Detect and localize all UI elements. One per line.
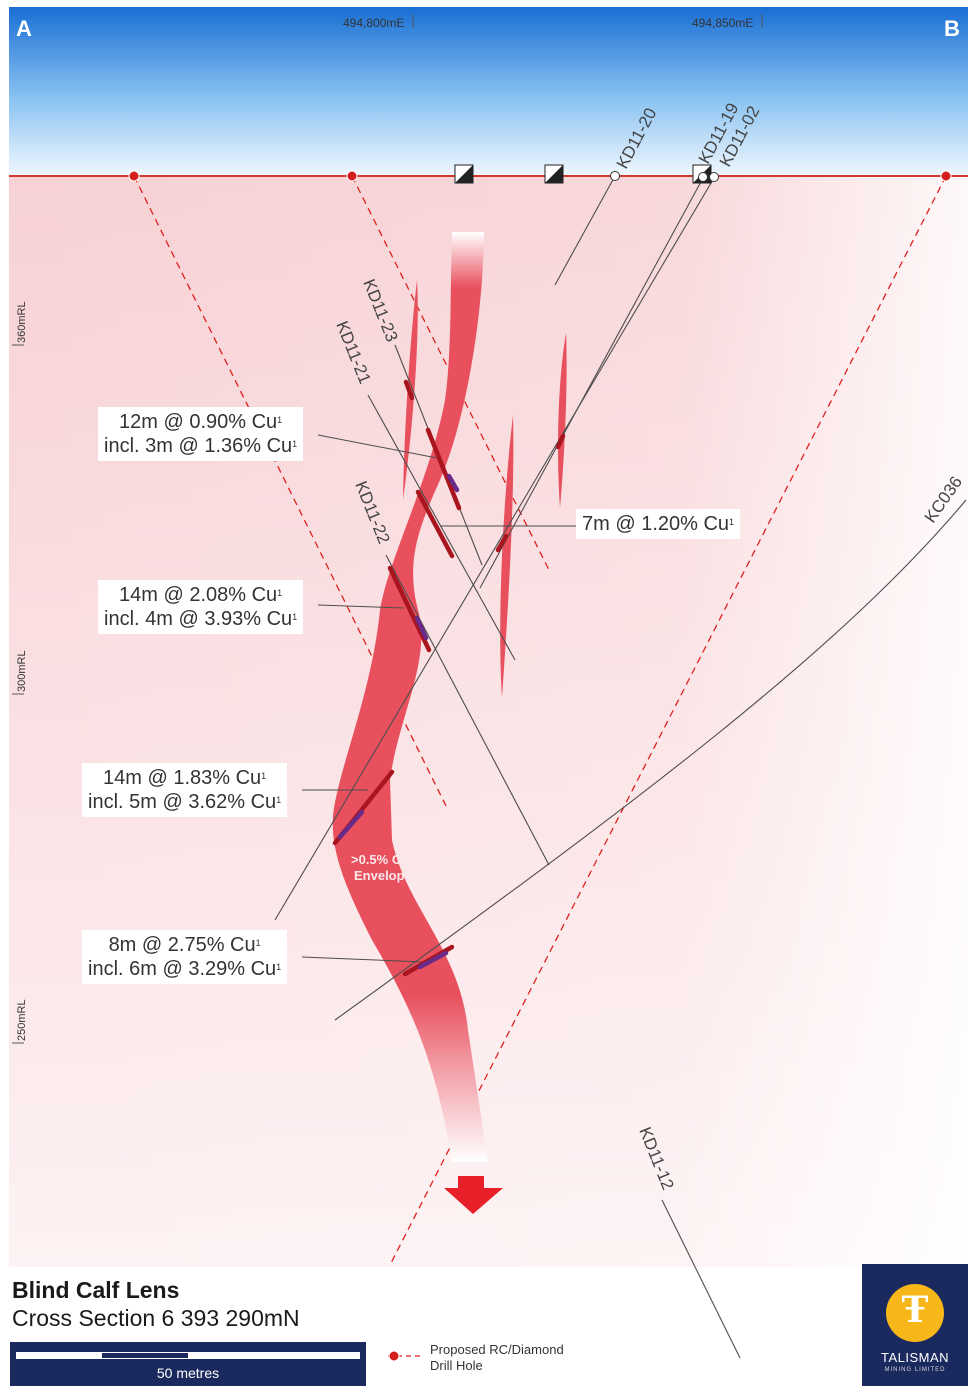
collar-circle-icon (709, 172, 719, 182)
intercept-segment (415, 489, 455, 559)
high-grade-intervals (337, 473, 460, 970)
minor-lens (500, 415, 514, 698)
intercept-callout: 8m @ 2.75% Cu1 incl. 6m @ 3.29% Cu1 (82, 930, 288, 984)
envelope-label: >0.5% Cu Envelope (351, 852, 412, 883)
company-logo: Ŧ TALISMAN MINING LIMITED (862, 1264, 968, 1386)
intercept-segment (403, 379, 415, 401)
high-grade-segment (446, 473, 460, 493)
scale-bar: 50 metres (10, 1342, 366, 1386)
proposed-collar (940, 170, 952, 182)
proposed-collars (128, 170, 952, 182)
drill-trace-kc036 (334, 499, 967, 1021)
plunge-arrow-icon (444, 1176, 503, 1214)
intercept-segment (555, 433, 566, 450)
intercept-callout: 14m @ 2.08% Cu1 incl. 4m @ 3.93% Cu1 (98, 580, 304, 634)
existing-holes (274, 175, 967, 1359)
collar-circle-icon (698, 172, 708, 182)
scale-bar-segment (102, 1353, 188, 1358)
collar-square-icon (544, 164, 564, 184)
logo-pickaxe-icon: Ŧ (901, 1289, 929, 1331)
drill-trace-kd11-12 (661, 1199, 741, 1359)
drill-trace-kd11-21 (367, 394, 516, 661)
high-grade-segment (417, 950, 449, 970)
scale-bar-track (16, 1352, 360, 1359)
proposed-collar (128, 170, 140, 182)
intercept-callout: 12m @ 0.90% Cu1 incl. 3m @ 1.36% Cu1 (98, 407, 304, 461)
envelope-label-line2: Envelope (354, 868, 412, 883)
logo-name: TALISMAN (880, 1350, 950, 1365)
legend-collar-icon (388, 1350, 400, 1362)
high-grade-segment (337, 809, 365, 840)
rl-label: 360mRL (16, 301, 28, 343)
intercept-callout: 7m @ 1.20% Cu1 (576, 509, 741, 539)
section-end-b: B (944, 16, 960, 41)
drill-trace-kd11-20 (554, 175, 616, 286)
leader-line (317, 604, 405, 609)
intercept-segment (495, 533, 509, 553)
section-end-a: A (16, 16, 32, 41)
figure-title: Blind Calf Lens (12, 1277, 180, 1303)
ore-lens-envelope (332, 232, 488, 1162)
leader-line (317, 434, 438, 459)
leader-line (301, 956, 425, 963)
existing-collars (454, 164, 719, 184)
ground-fade (9, 177, 968, 1267)
high-grade-segment (414, 615, 429, 641)
easting-label: 494,850mE (692, 16, 753, 30)
intercept-segment (425, 427, 462, 511)
easting-label: 494,800mE (343, 16, 404, 30)
drill-trace-kd11-22 (385, 554, 550, 866)
scale-bar-label: 50 metres (156, 1365, 220, 1381)
collar-square-icon (454, 164, 474, 184)
intercept-callout: 14m @ 1.83% Cu1 incl. 5m @ 3.62% Cu1 (82, 763, 288, 817)
figure-subtitle: Cross Section 6 393 290mN (12, 1305, 300, 1331)
envelope-label-line1: >0.5% Cu (351, 852, 409, 867)
sky-band (9, 7, 968, 177)
figure-title-block: Blind Calf Lens Cross Section 6 393 290m… (12, 1276, 300, 1332)
intercept-segment (387, 565, 432, 653)
drill-trace-kd11-19 (479, 177, 704, 589)
logo-emblem-icon (886, 1284, 944, 1342)
legend-label: Proposed RC/Diamond Drill Hole (430, 1342, 564, 1373)
minor-lens (558, 333, 567, 508)
proposed-collar (346, 170, 358, 182)
logo-subtitle: MINING LIMITED (884, 1367, 946, 1373)
rl-label: 250mRL (16, 999, 28, 1041)
callout-leaders (301, 434, 578, 963)
collar-circle-icon (610, 171, 620, 181)
rl-label: 300mRL (16, 650, 28, 692)
drill-trace-kd11-02 (274, 177, 715, 921)
